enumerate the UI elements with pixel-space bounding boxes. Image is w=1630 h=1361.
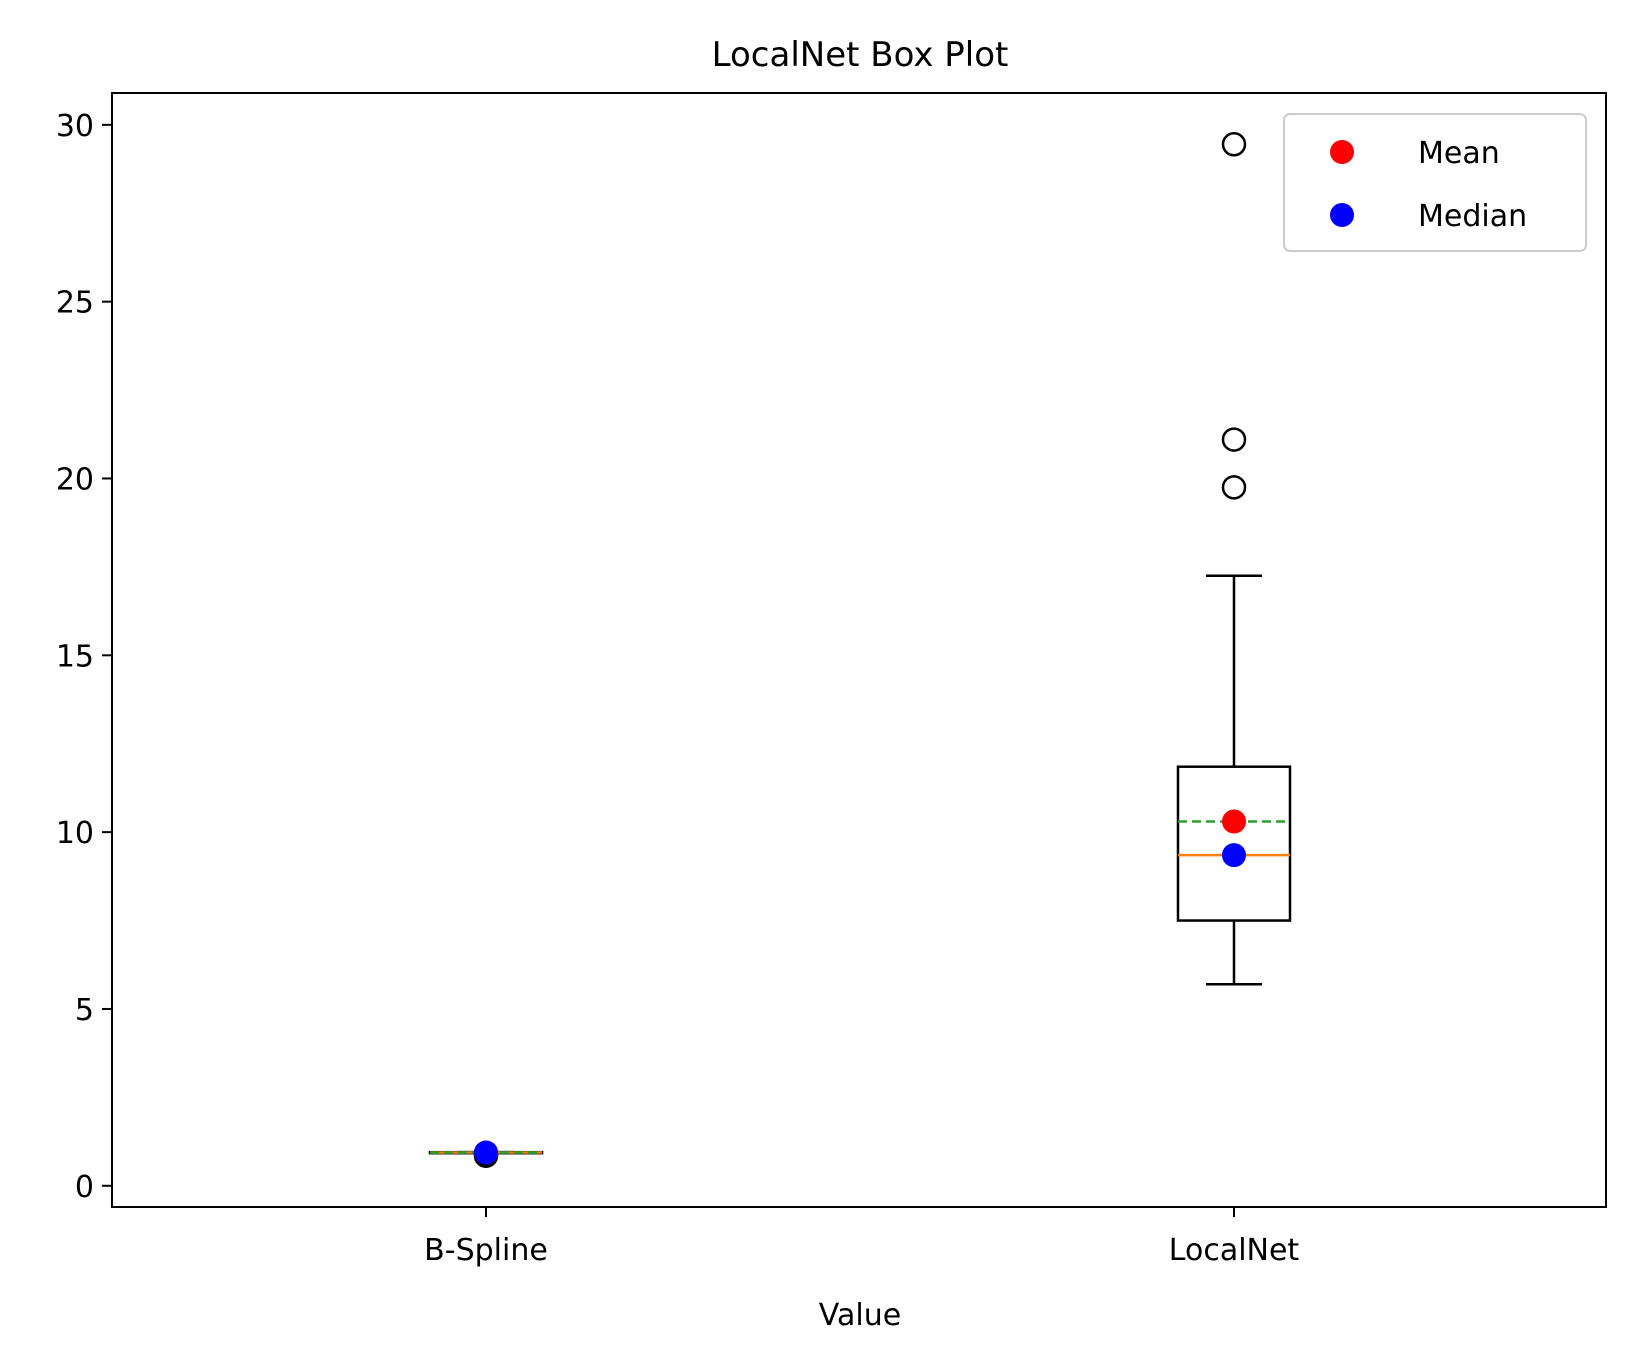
box-0: [428, 1140, 544, 1168]
median-marker: [1222, 843, 1246, 868]
median-marker: [474, 1140, 498, 1165]
legend-box: [1283, 113, 1587, 252]
outlier-point: [1221, 132, 1247, 157]
plot-area-frame: [111, 92, 1607, 1208]
box-1: [1176, 132, 1292, 986]
outlier-point: [1221, 475, 1247, 500]
y-tick-label: 5: [75, 993, 94, 1028]
axes-ticks: 0 5 10 15 20 25 30 B-Spline LocalNet: [56, 109, 1300, 1268]
x-tick-label: LocalNet: [1169, 1233, 1300, 1268]
y-tick-label: 10: [56, 816, 94, 851]
legend-median-marker: [1330, 203, 1354, 227]
y-tick-label: 20: [56, 462, 94, 497]
legend: Mean Median: [1283, 113, 1587, 252]
chart-title: LocalNet Box Plot: [712, 35, 1009, 75]
mean-marker: [1222, 809, 1246, 834]
y-tick-label: 30: [56, 109, 94, 144]
y-tick-label: 25: [56, 286, 94, 321]
legend-mean-label: Mean: [1418, 136, 1500, 171]
boxes-group: [428, 132, 1292, 1168]
x-axis-label: Value: [819, 1298, 901, 1333]
outlier-point: [1221, 427, 1247, 452]
y-tick-label: 0: [75, 1170, 94, 1205]
legend-mean-marker: [1330, 140, 1354, 164]
legend-median-label: Median: [1418, 199, 1527, 234]
x-tick-label: B-Spline: [424, 1233, 548, 1268]
y-tick-label: 15: [56, 639, 94, 674]
box-iqr: [1176, 765, 1292, 922]
